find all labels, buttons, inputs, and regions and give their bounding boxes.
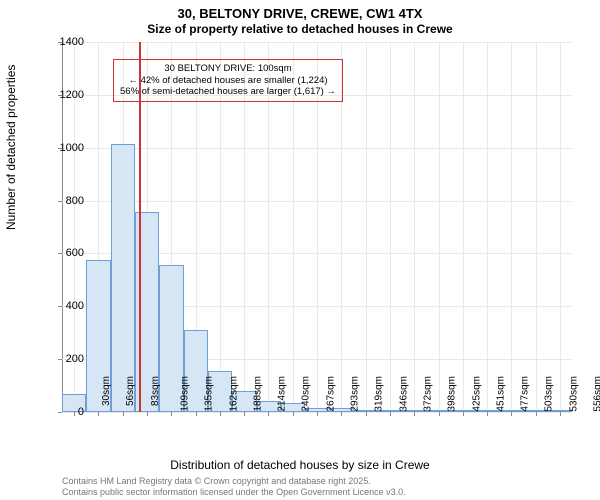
ytick-label: 200 — [44, 353, 84, 365]
chart-title: 30, BELTONY DRIVE, CREWE, CW1 4TX — [0, 6, 600, 21]
grid-line — [463, 42, 464, 412]
xtick-mark — [560, 412, 561, 416]
xtick-label: 425sqm — [472, 376, 483, 412]
xtick-label: 530sqm — [569, 376, 580, 412]
xtick-mark — [268, 412, 269, 416]
xtick-mark — [220, 412, 221, 416]
annotation-line: 56% of semi-detached houses are larger (… — [120, 86, 336, 98]
xtick-mark — [196, 412, 197, 416]
ytick-label: 1200 — [44, 89, 84, 101]
xtick-label: 188sqm — [253, 376, 264, 412]
xtick-mark — [98, 412, 99, 416]
grid-line — [414, 42, 415, 412]
chart-subtitle: Size of property relative to detached ho… — [0, 22, 600, 36]
attribution-footer: Contains HM Land Registry data © Crown c… — [62, 476, 406, 498]
histogram-chart: 30 BELTONY DRIVE: 100sqm← 42% of detache… — [62, 42, 572, 412]
xtick-mark — [487, 412, 488, 416]
xtick-mark — [536, 412, 537, 416]
grid-line — [366, 42, 367, 412]
xtick-mark — [511, 412, 512, 416]
grid-line — [511, 42, 512, 412]
plot-area: 30 BELTONY DRIVE: 100sqm← 42% of detache… — [62, 42, 572, 412]
ytick-label: 800 — [44, 195, 84, 207]
histogram-bar — [111, 144, 135, 412]
xtick-mark — [293, 412, 294, 416]
ytick-label: 0 — [44, 406, 84, 418]
xtick-mark — [171, 412, 172, 416]
xtick-label: 109sqm — [180, 376, 191, 412]
xtick-mark — [341, 412, 342, 416]
xtick-mark — [123, 412, 124, 416]
xtick-label: 56sqm — [125, 376, 136, 406]
grid-line — [536, 42, 537, 412]
xtick-mark — [463, 412, 464, 416]
xtick-label: 293sqm — [350, 376, 361, 412]
xtick-label: 135sqm — [204, 376, 215, 412]
chart-title-block: 30, BELTONY DRIVE, CREWE, CW1 4TX Size o… — [0, 0, 600, 36]
xtick-label: 267sqm — [326, 376, 337, 412]
grid-line — [390, 42, 391, 412]
footer-line-1: Contains HM Land Registry data © Crown c… — [62, 476, 406, 487]
xtick-mark — [414, 412, 415, 416]
xtick-label: 372sqm — [423, 376, 434, 412]
xtick-mark — [439, 412, 440, 416]
ytick-label: 600 — [44, 247, 84, 259]
xtick-label: 214sqm — [277, 376, 288, 412]
annotation-line: ← 42% of detached houses are smaller (1,… — [120, 75, 336, 87]
annotation-box: 30 BELTONY DRIVE: 100sqm← 42% of detache… — [113, 59, 343, 103]
xtick-mark — [317, 412, 318, 416]
xtick-label: 398sqm — [447, 376, 458, 412]
xtick-mark — [390, 412, 391, 416]
xtick-label: 83sqm — [150, 376, 161, 406]
xtick-label: 30sqm — [101, 376, 112, 406]
xtick-label: 503sqm — [544, 376, 555, 412]
ytick-label: 400 — [44, 300, 84, 312]
ytick-label: 1400 — [44, 36, 84, 48]
y-axis-label: Number of detached properties — [4, 65, 18, 230]
xtick-label: 451sqm — [496, 376, 507, 412]
xtick-label: 556sqm — [593, 376, 600, 412]
grid-line — [439, 42, 440, 412]
ytick-label: 1000 — [44, 142, 84, 154]
x-axis-label: Distribution of detached houses by size … — [0, 458, 600, 472]
footer-line-2: Contains public sector information licen… — [62, 487, 406, 498]
xtick-mark — [147, 412, 148, 416]
xtick-mark — [244, 412, 245, 416]
xtick-label: 240sqm — [301, 376, 312, 412]
xtick-label: 346sqm — [399, 376, 410, 412]
annotation-line: 30 BELTONY DRIVE: 100sqm — [120, 63, 336, 75]
xtick-label: 162sqm — [229, 376, 240, 412]
grid-line — [560, 42, 561, 412]
xtick-label: 477sqm — [520, 376, 531, 412]
xtick-label: 319sqm — [374, 376, 385, 412]
xtick-mark — [366, 412, 367, 416]
grid-line — [487, 42, 488, 412]
